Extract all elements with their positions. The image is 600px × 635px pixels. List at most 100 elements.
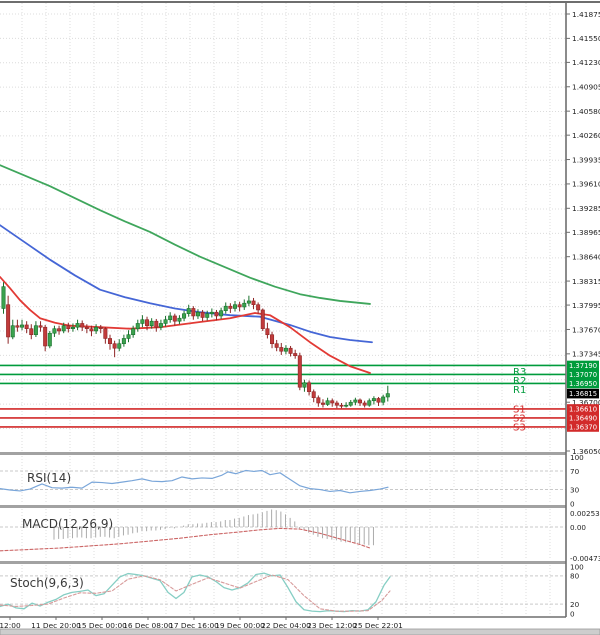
candle xyxy=(279,347,284,352)
panel-separator xyxy=(0,452,566,455)
candle xyxy=(6,304,11,338)
candle xyxy=(376,398,381,403)
price-tick-label: 1.37670 xyxy=(572,325,600,334)
pivot-label-r3: R3 xyxy=(513,367,526,378)
candle xyxy=(200,311,205,318)
candle xyxy=(33,325,38,336)
candle xyxy=(186,308,191,315)
x-axis-label: 11 Dec 20:00 xyxy=(31,621,81,630)
candle xyxy=(70,326,75,330)
candle xyxy=(251,300,256,306)
candle xyxy=(344,404,349,407)
price-badge-r2: 1.37070 xyxy=(569,371,597,379)
candle xyxy=(297,355,302,388)
price-tick-label: 1.38640 xyxy=(572,252,600,261)
candle xyxy=(209,311,214,315)
candle xyxy=(107,338,112,345)
candle xyxy=(168,315,173,321)
macd-scale-max: 0.002536 xyxy=(570,509,600,518)
candle xyxy=(117,343,122,349)
candle xyxy=(311,391,316,399)
candle xyxy=(205,313,210,318)
price-badge-r1: 1.36950 xyxy=(569,380,597,388)
price-tick-label: 1.39610 xyxy=(572,180,600,189)
price-badge-s2: 1.36490 xyxy=(569,415,597,423)
candle xyxy=(172,315,177,322)
x-axis-label: 25 Dec 22:01 xyxy=(353,621,403,630)
candle xyxy=(219,310,224,317)
price-badge-s2-box xyxy=(567,413,599,423)
pivot-label-r1: R1 xyxy=(513,385,526,396)
candle xyxy=(112,343,117,349)
candle xyxy=(149,320,154,327)
x-axis-label: 16 Dec 08:00 xyxy=(123,621,173,630)
price-badge-r1-box xyxy=(567,378,599,389)
candle xyxy=(47,332,52,347)
price-badge-r3-box xyxy=(567,360,599,371)
ma-green-line xyxy=(0,164,371,305)
candle xyxy=(158,323,163,328)
price-tick-label: 1.41230 xyxy=(572,58,600,67)
stoch-scale-label: 100 xyxy=(570,562,584,571)
price-tick-label: 1.39935 xyxy=(572,155,600,164)
candle xyxy=(242,302,247,308)
candle xyxy=(265,328,270,336)
candle xyxy=(320,402,325,405)
x-axis-label: 22 Dec 04:00 xyxy=(261,621,311,630)
candle xyxy=(283,347,288,352)
candle xyxy=(1,286,6,309)
candle xyxy=(43,326,48,347)
candle xyxy=(94,326,99,332)
candle xyxy=(307,382,312,393)
macd-indicator-label: MACD(12,26,9) xyxy=(22,517,114,531)
price-tick-label: 1.40905 xyxy=(572,83,600,92)
rsi-scale-label: 100 xyxy=(570,453,584,462)
rsi-scale-label: 70 xyxy=(570,467,580,476)
price-tick-label: 1.40260 xyxy=(572,131,600,140)
bottom-strip xyxy=(0,628,600,635)
candle xyxy=(325,400,330,405)
candle xyxy=(316,397,321,404)
candle xyxy=(353,399,358,403)
current-price-badge-box xyxy=(567,388,599,399)
price-badge-s3-box xyxy=(567,422,599,432)
price-tick-label: 1.38315 xyxy=(572,277,600,286)
candle xyxy=(195,311,200,317)
pivot-label-s2: S2 xyxy=(513,413,526,424)
current-price-badge: 1.36815 xyxy=(569,390,597,398)
candle xyxy=(10,325,15,338)
candle xyxy=(260,309,265,330)
candle xyxy=(15,325,20,328)
candle xyxy=(293,353,298,357)
price-tick-label: 1.41875 xyxy=(572,10,600,19)
candle xyxy=(154,320,159,328)
candle xyxy=(246,300,251,304)
rsi-line xyxy=(0,469,389,494)
panel-separator xyxy=(0,561,566,564)
candle xyxy=(348,401,353,406)
macd-scale-zero: 0.00 xyxy=(570,523,586,532)
candle xyxy=(381,396,386,403)
candle xyxy=(24,324,29,330)
x-axis-label: 15 Dec 00:00 xyxy=(77,621,127,630)
price-tick-label: 1.36700 xyxy=(572,398,600,407)
candle xyxy=(38,325,43,328)
pivot-label-r2: R2 xyxy=(513,376,526,387)
candle xyxy=(126,334,131,339)
candle xyxy=(223,305,228,312)
stoch-scale-label: 80 xyxy=(570,572,580,581)
rsi-indicator-label: RSI(14) xyxy=(27,471,72,485)
macd-scale-min: -0.004736 xyxy=(570,554,600,563)
candle xyxy=(57,328,62,332)
price-badge-s1-box xyxy=(567,404,599,414)
candle xyxy=(75,323,80,328)
candle xyxy=(66,325,71,330)
candle xyxy=(228,305,233,309)
candle xyxy=(80,323,85,328)
panel-separator xyxy=(0,505,566,508)
candle xyxy=(358,399,363,404)
candle xyxy=(256,304,261,311)
candle xyxy=(163,319,168,324)
